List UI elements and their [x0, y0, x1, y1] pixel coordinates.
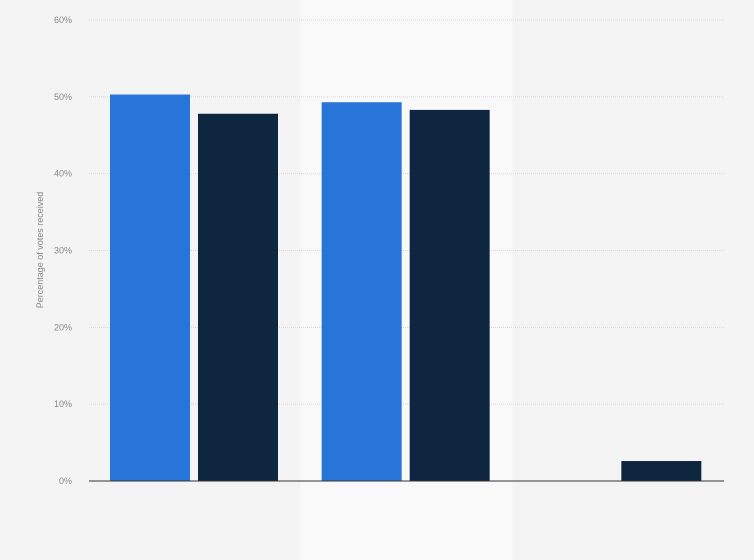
bar-series-2-category-1[interactable]	[198, 113, 278, 481]
bar-series-2-category-3[interactable]	[621, 461, 702, 481]
y-tick-label: 60%	[54, 15, 72, 25]
y-tick-label: 0%	[59, 476, 72, 486]
bar-series-1-category-1[interactable]	[110, 94, 190, 482]
y-tick-label: 40%	[54, 169, 72, 179]
y-tick-label: 30%	[54, 246, 72, 256]
y-tick-label: 50%	[54, 92, 72, 102]
y-tick-label: 20%	[54, 322, 72, 332]
y-axis-label: Percentage of votes received	[35, 192, 45, 309]
bar-series-2-category-2[interactable]	[409, 109, 490, 482]
bar-series-1-category-2[interactable]	[321, 102, 402, 481]
y-tick-label: 10%	[54, 399, 72, 409]
